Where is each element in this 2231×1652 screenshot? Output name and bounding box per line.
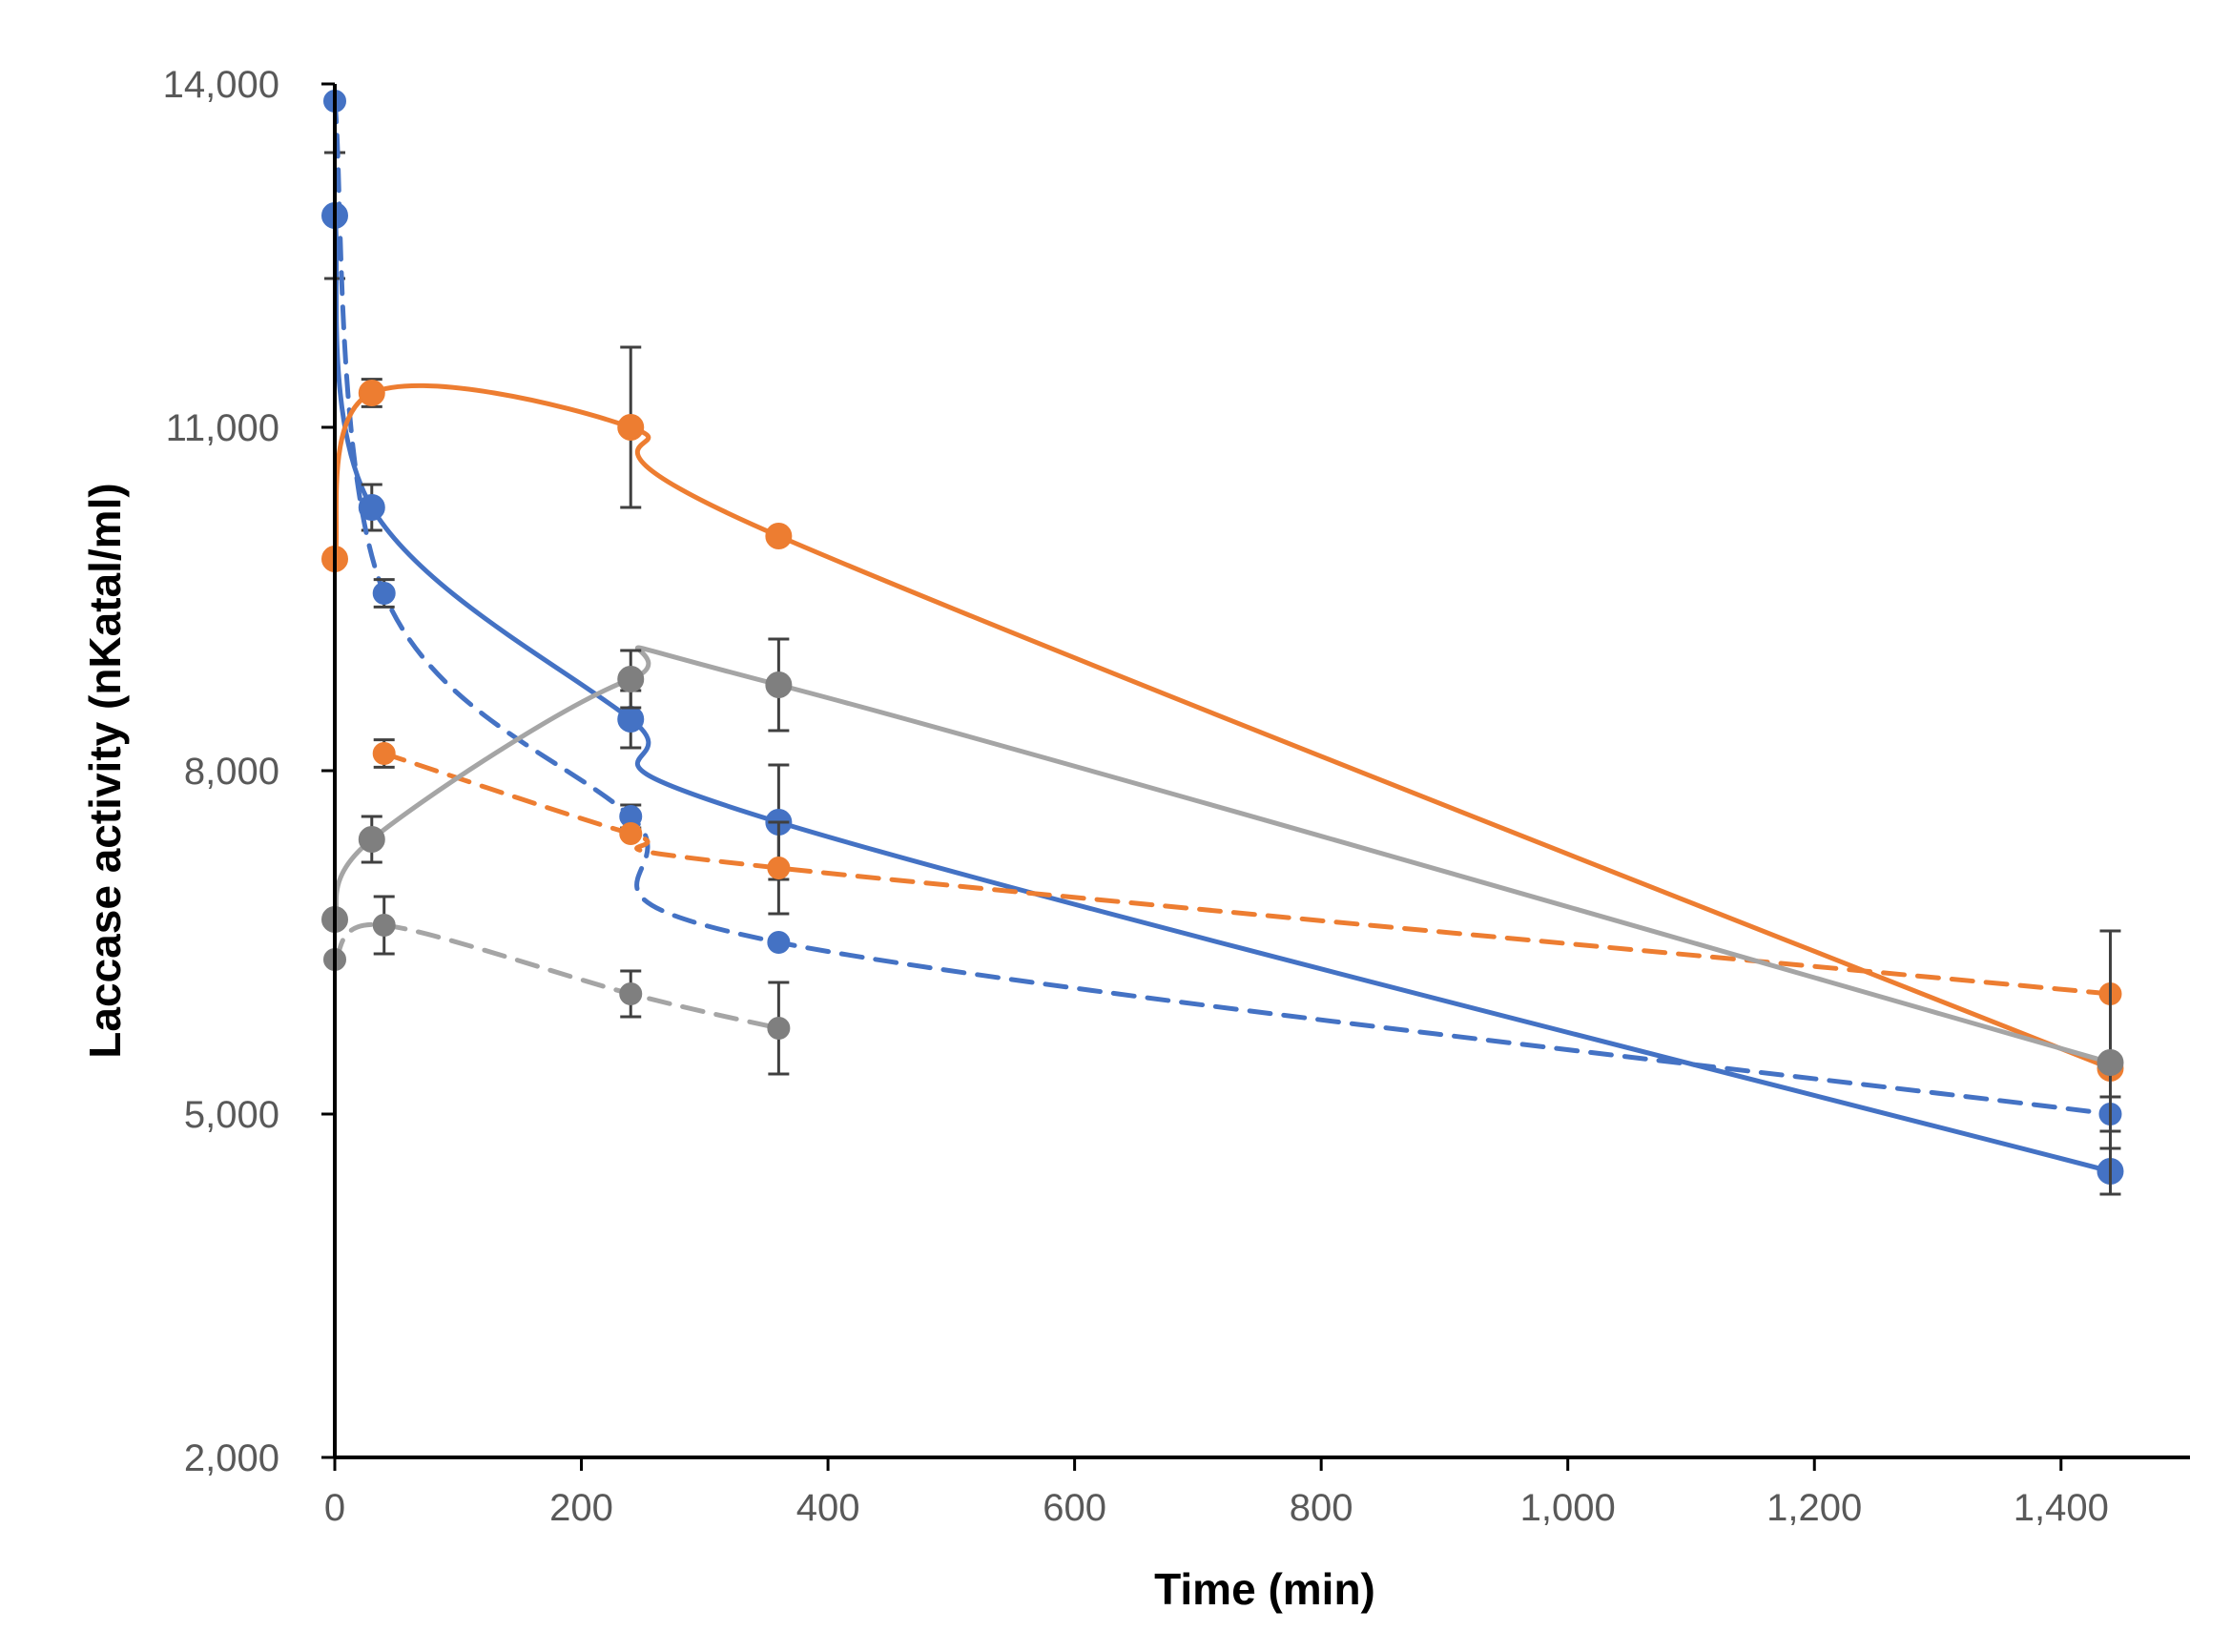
x-tick-label: 200 [549, 1487, 613, 1529]
series-line [332, 645, 2113, 1065]
data-point [617, 414, 645, 441]
y-tick-label: 2,000 [184, 1437, 279, 1479]
data-point [617, 666, 645, 692]
y-tick-label: 8,000 [184, 751, 279, 793]
series-line [332, 98, 2113, 1117]
y-tick-label: 11,000 [166, 407, 279, 449]
y-tick-label: 14,000 [163, 64, 279, 106]
data-point [372, 914, 396, 937]
data-point [765, 671, 793, 698]
series-line [332, 382, 2113, 1071]
series-line [382, 751, 2113, 997]
x-axis-title: Time (min) [1154, 1564, 1375, 1614]
data-point [358, 380, 385, 406]
data-point [767, 931, 791, 954]
data-point [358, 494, 385, 521]
x-tick-label: 0 [324, 1487, 345, 1529]
series-orange-dashed [372, 738, 2122, 1005]
series-line [332, 213, 2113, 1174]
data-point [767, 857, 791, 879]
series-gray-dashed [323, 895, 791, 1076]
data-point [617, 706, 645, 733]
data-point [619, 822, 643, 845]
x-tick-label: 600 [1043, 1487, 1106, 1529]
tick-layer: 0 200 400 600 800 1,000 1,200 1,400 2,000 5,000 8,… [163, 64, 2109, 1529]
data-point [372, 742, 396, 765]
series-gray-solid [321, 637, 2124, 1196]
series-blue-dashed [323, 90, 2122, 1133]
y-tick-label: 5,000 [184, 1094, 279, 1136]
data-point [2097, 1049, 2124, 1076]
y-axis-title: Laccase activity (nKatal/ml) [80, 483, 130, 1058]
x-tick-label: 400 [796, 1487, 860, 1529]
data-point [767, 1017, 791, 1040]
x-tick-label: 1,200 [1766, 1487, 1862, 1529]
data-point [765, 523, 793, 549]
data-point [619, 982, 643, 1005]
series-line [332, 921, 781, 1031]
x-tick-label: 1,000 [1520, 1487, 1616, 1529]
x-tick-label: 800 [1290, 1487, 1353, 1529]
data-point [372, 582, 396, 605]
x-tick-label: 1,400 [2014, 1487, 2109, 1529]
series-blue-solid [321, 151, 2124, 1196]
axes-layer [333, 84, 2190, 1459]
data-point [358, 826, 385, 853]
series-layer [321, 90, 2124, 1196]
